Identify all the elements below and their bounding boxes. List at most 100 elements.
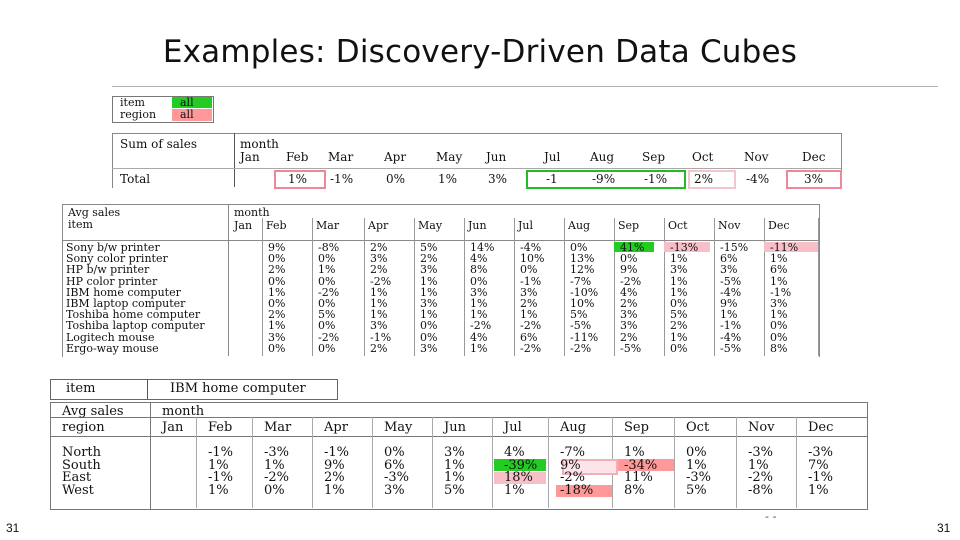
item-value-cell: -4% bbox=[720, 330, 742, 344]
item-row-name: IBM laptop computer bbox=[66, 297, 186, 310]
sum-value-cell: 1% bbox=[438, 172, 458, 186]
region-table-corner: Avg sales bbox=[62, 404, 124, 419]
sum-value-cell: -1% bbox=[644, 172, 668, 186]
item-month-label: Jul bbox=[518, 219, 534, 232]
item-value-cell: 0% bbox=[420, 330, 438, 344]
region-value-cell: -1% bbox=[808, 470, 834, 485]
region-value-cell: -7% bbox=[560, 445, 586, 460]
region-col-divider bbox=[372, 417, 373, 508]
sum-table-divider bbox=[234, 133, 235, 187]
item-value-cell: -2% bbox=[318, 330, 340, 344]
region-value-cell: 0% bbox=[384, 445, 405, 460]
item-value-cell: 0% bbox=[318, 297, 336, 310]
item-value-cell: 3% bbox=[620, 308, 638, 322]
region-value-cell: -2% bbox=[560, 470, 586, 485]
item-value-cell: -5% bbox=[720, 274, 742, 288]
item-row-name: Toshiba home computer bbox=[66, 308, 201, 322]
region-value-cell: 5% bbox=[444, 482, 465, 498]
region-value-cell: -2% bbox=[264, 470, 290, 485]
item-value-cell: 1% bbox=[268, 319, 286, 333]
item-value-cell: 0% bbox=[268, 297, 286, 310]
item-value-cell: -5% bbox=[570, 319, 592, 333]
region-jul-east-highlight bbox=[494, 472, 546, 484]
item-value-cell: 0% bbox=[670, 341, 688, 355]
item-value-cell: -2% bbox=[470, 319, 492, 333]
item-dec-highlight bbox=[764, 242, 818, 252]
region-value-cell: 0% bbox=[264, 482, 285, 498]
sum-table-frame bbox=[112, 133, 842, 188]
region-month-label: Jun bbox=[444, 420, 466, 435]
item-value-cell: -11% bbox=[570, 330, 599, 344]
region-value-cell: 1% bbox=[444, 470, 465, 485]
item-value-cell: 1% bbox=[420, 274, 438, 288]
item-col-divider bbox=[664, 218, 665, 356]
item-month-label: Oct bbox=[668, 219, 688, 232]
item-value-cell: 0% bbox=[420, 319, 438, 333]
item-value-cell: 1% bbox=[470, 308, 488, 322]
region-name-divider bbox=[150, 402, 151, 510]
item-value-cell: 9% bbox=[720, 297, 738, 310]
item-value-cell: 8% bbox=[770, 341, 788, 355]
item-value-cell: 1% bbox=[670, 330, 688, 344]
region-value-cell: 3% bbox=[444, 445, 465, 460]
item-row-name: HP color printer bbox=[66, 274, 158, 288]
item-col-divider bbox=[312, 218, 313, 356]
item-value-cell: -7% bbox=[570, 274, 592, 288]
item-value-cell: 5% bbox=[420, 241, 438, 254]
region-value-cell: 1% bbox=[504, 482, 525, 498]
item-value-cell: 4% bbox=[620, 285, 638, 299]
region-value-cell: -3% bbox=[384, 470, 410, 485]
region-value-cell: -3% bbox=[264, 445, 290, 460]
sum-month-label: Oct bbox=[692, 150, 714, 164]
sum-value-cell: 0% bbox=[386, 172, 406, 186]
item-value-cell: -2% bbox=[570, 341, 592, 355]
region-header-rule-1 bbox=[50, 417, 867, 418]
sum-month-label: Nov bbox=[744, 150, 769, 164]
item-value-cell: -15% bbox=[720, 241, 749, 254]
region-value-cell: -3% bbox=[808, 445, 834, 460]
item-value-cell: -4% bbox=[520, 241, 542, 254]
item-value-cell: 9% bbox=[268, 241, 286, 254]
item-value-cell: -13% bbox=[670, 241, 699, 254]
sum-table-row-label: Total bbox=[120, 172, 151, 186]
item-value-cell: 12% bbox=[570, 263, 595, 277]
item-value-cell: 2% bbox=[620, 297, 638, 310]
item-value-cell: 3% bbox=[620, 319, 638, 333]
item-value-cell: 14% bbox=[470, 241, 495, 254]
item-value-cell: 3% bbox=[420, 297, 438, 310]
item-value-cell: 1% bbox=[720, 308, 738, 322]
region-col-divider bbox=[492, 417, 493, 508]
item-value-cell: 3% bbox=[470, 285, 488, 299]
item-value-cell: 3% bbox=[720, 263, 738, 277]
region-col-divider bbox=[674, 417, 675, 508]
top-selector-item-value: all bbox=[180, 96, 194, 109]
item-sep-highlight bbox=[614, 242, 654, 252]
region-value-cell: 4% bbox=[504, 445, 525, 460]
item-value-cell: 5% bbox=[670, 308, 688, 322]
item-value-cell: 2% bbox=[520, 297, 538, 310]
sum-value-cell: -9% bbox=[592, 172, 616, 186]
item-row-name: Logitech mouse bbox=[66, 330, 155, 344]
item-value-cell: 3% bbox=[770, 297, 788, 310]
item-value-cell: 13% bbox=[570, 252, 595, 266]
region-selector-value: IBM home computer bbox=[170, 381, 306, 396]
top-selector bbox=[112, 96, 214, 123]
item-month-label: Jan bbox=[234, 219, 253, 232]
item-value-cell: 9% bbox=[620, 263, 638, 277]
item-value-cell: -1% bbox=[520, 274, 542, 288]
region-col-divider bbox=[196, 417, 197, 508]
region-month-label: May bbox=[384, 420, 413, 435]
item-value-cell: 3% bbox=[520, 285, 538, 299]
item-value-cell: 1% bbox=[770, 274, 788, 288]
region-col-divider bbox=[432, 417, 433, 508]
footer-mark: - - bbox=[765, 510, 777, 523]
item-value-cell: 0% bbox=[318, 274, 336, 288]
item-value-cell: 1% bbox=[670, 252, 688, 266]
region-value-cell: -3% bbox=[748, 445, 774, 460]
item-value-cell: 1% bbox=[420, 285, 438, 299]
item-value-cell: 3% bbox=[420, 263, 438, 277]
region-selector bbox=[50, 379, 338, 400]
item-value-cell: 2% bbox=[370, 241, 388, 254]
region-col-divider bbox=[736, 417, 737, 508]
item-table-corner: Avg sales bbox=[68, 206, 121, 219]
